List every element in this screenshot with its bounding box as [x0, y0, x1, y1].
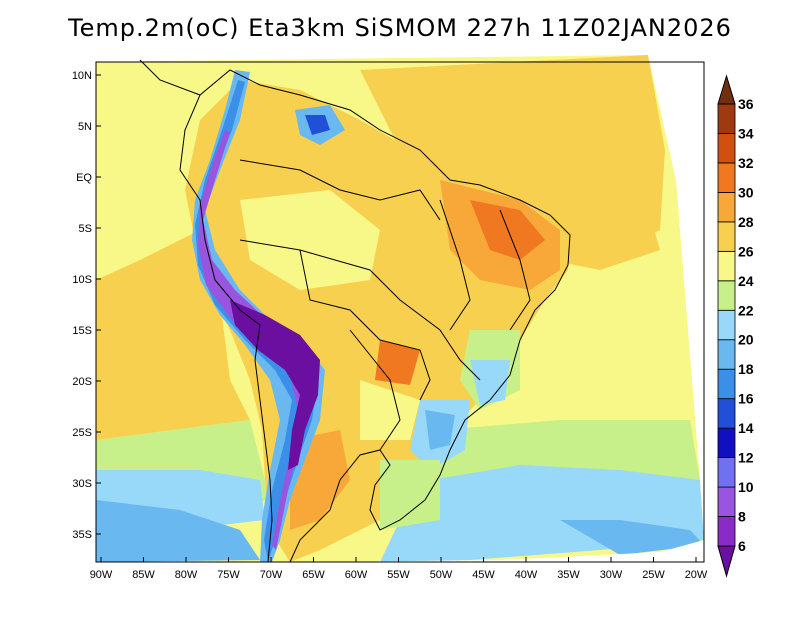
latitude-axis: 10N 5N EQ 5S 10S 15S 20S 25S 30S 35S: [72, 70, 101, 541]
lon-tick-label: 90W: [90, 569, 113, 581]
colorbar-segment: [717, 74, 736, 105]
lon-tick-label: 65W: [302, 569, 325, 581]
map-title: Temp.2m(oC) Eta3km SiSMOM 227h 11Z02JAN2…: [68, 14, 732, 42]
lon-tick-label: 55W: [387, 569, 410, 581]
lon-tick-label: 35W: [557, 569, 580, 581]
colorbar-segment: [717, 103, 736, 134]
colorbar-label: 6: [738, 538, 746, 554]
colorbar-segment: [717, 280, 736, 311]
lon-tick-label: 80W: [175, 569, 198, 581]
colorbar-label: 26: [738, 243, 754, 259]
colorbar-label: 24: [738, 273, 754, 289]
colorbar-label: 12: [738, 450, 754, 466]
colorbar-segment: [717, 250, 736, 282]
coastlines: [139, 59, 571, 563]
colorbar-label: 34: [738, 125, 754, 141]
lon-tick-label: 25W: [642, 569, 665, 581]
lat-tick-label: 15S: [72, 325, 92, 337]
colorbar-label: 18: [738, 361, 754, 377]
temperature-field: [96, 55, 704, 562]
colorbar-label: 10: [738, 479, 754, 495]
lat-tick-label: 35S: [72, 529, 92, 541]
colorbar-segment: [717, 191, 736, 223]
colorbar-label: 30: [738, 184, 754, 200]
colorbar-segment: [717, 339, 736, 370]
colorbar-label: 14: [738, 420, 754, 436]
lon-tick-label: 70W: [260, 569, 283, 581]
lon-tick-label: 85W: [132, 569, 155, 581]
colorbar-label: 22: [738, 302, 754, 318]
lon-tick-label: 75W: [217, 569, 240, 581]
colorbar-segment: [717, 427, 736, 458]
colorbar-label: 16: [738, 391, 754, 407]
colorbar: 6 8 10 12 14 16 18 20 22 24 26 28 30 32 34 36: [717, 74, 754, 578]
lat-tick-label: 20S: [72, 376, 92, 388]
lat-tick-label: 30S: [72, 478, 92, 490]
lon-tick-label: 50W: [430, 569, 453, 581]
lat-tick-label: EQ: [76, 172, 92, 184]
lat-tick-label: 5N: [78, 121, 92, 133]
colorbar-segment: [717, 221, 736, 252]
longitude-axis: 90W 85W 80W 75W 70W 65W 60W 55W 50W 45W 40W 35W 30W 2…: [90, 557, 708, 581]
lat-tick-label: 5S: [79, 223, 92, 235]
lon-tick-label: 30W: [600, 569, 623, 581]
colorbar-label: 20: [738, 332, 754, 348]
colorbar-label: 28: [738, 214, 754, 230]
colorbar-segment: [717, 133, 736, 164]
colorbar-segment: [717, 398, 736, 429]
lat-tick-label: 25S: [72, 427, 92, 439]
lon-tick-label: 60W: [345, 569, 368, 581]
lat-tick-label: 10S: [72, 274, 92, 286]
colorbar-segment: [717, 486, 736, 517]
colorbar-label: 32: [738, 155, 754, 171]
colorbar-label: 8: [738, 509, 746, 525]
colorbar-segment: [717, 162, 736, 193]
plot-frame: [95, 61, 705, 563]
colorbar-segment: [717, 368, 736, 400]
colorbar-label: 36: [738, 96, 754, 112]
colorbar-segment: [717, 545, 736, 578]
colorbar-segment: [717, 516, 736, 547]
lat-tick-label: 10N: [72, 70, 92, 82]
colorbar-segment: [717, 309, 736, 341]
lon-tick-label: 45W: [472, 569, 495, 581]
colorbar-segment: [717, 457, 736, 488]
lon-tick-label: 20W: [685, 569, 708, 581]
lon-tick-label: 40W: [515, 569, 538, 581]
